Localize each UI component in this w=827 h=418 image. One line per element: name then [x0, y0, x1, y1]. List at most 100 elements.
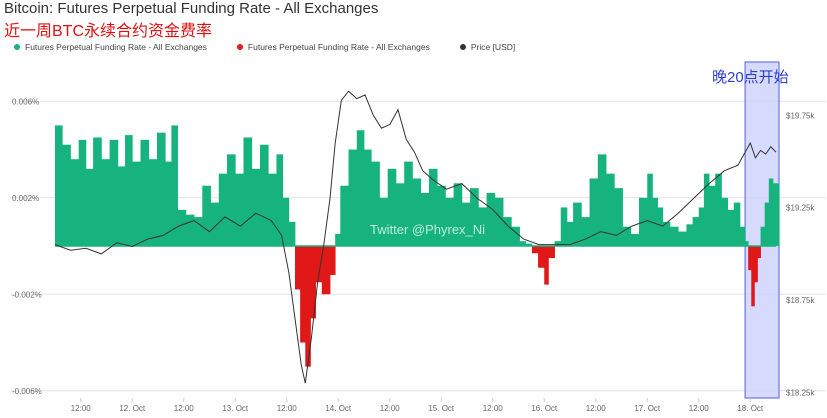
funding-bar-negative	[548, 246, 555, 259]
funding-bar-positive	[554, 241, 562, 247]
y-right-tick-label: $18.75k	[786, 296, 815, 305]
y-right-tick-label: $19.75k	[786, 111, 815, 120]
y-right-tick-label: $19.25k	[786, 204, 815, 213]
funding-bar-positive	[678, 231, 687, 247]
funding-bar-negative	[305, 246, 311, 367]
funding-bar-positive	[210, 202, 220, 247]
funding-bar-negative	[751, 246, 755, 307]
funding-bar-positive	[364, 149, 372, 247]
legend-dot-price	[459, 44, 466, 50]
funding-bar-positive	[288, 221, 296, 247]
x-tick-label: 12:00	[586, 404, 607, 413]
x-tick-label: 12:00	[71, 404, 92, 413]
funding-bar-positive	[428, 168, 438, 247]
funding-bar-positive	[721, 197, 728, 247]
funding-bar-positive	[412, 178, 422, 247]
funding-bar-positive	[62, 144, 71, 247]
funding-bar-positive	[647, 173, 653, 247]
funding-bar-positive	[760, 226, 766, 247]
funding-bar-negative	[300, 246, 306, 343]
funding-bar-positive	[606, 173, 615, 247]
funding-bar-positive	[259, 144, 269, 247]
funding-bar-positive	[171, 125, 178, 247]
funding-bar-negative	[531, 246, 539, 254]
funding-bar-positive	[589, 178, 599, 247]
funding-bar-negative	[294, 246, 301, 290]
funding-bar-positive	[55, 125, 63, 247]
funding-bar-positive	[614, 188, 623, 247]
funding-bar-positive	[503, 217, 512, 247]
funding-bar-positive	[379, 197, 389, 247]
x-tick-label: 17. Oct	[634, 404, 661, 413]
legend-label: Price [USD]	[470, 42, 516, 52]
funding-bar-positive	[581, 217, 590, 247]
funding-bar-positive	[356, 130, 365, 247]
funding-bar-positive	[85, 168, 94, 247]
funding-bar-negative	[321, 246, 331, 295]
funding-bar-positive	[404, 161, 413, 247]
funding-bar-positive	[686, 224, 693, 247]
funding-bar-negative	[538, 246, 545, 268]
legend-item-funding-positive[interactable]: Futures Perpetual Funding Rate - All Exc…	[14, 42, 207, 52]
funding-bar-negative	[748, 246, 752, 271]
funding-bar-positive	[276, 154, 284, 247]
funding-bar-positive	[692, 217, 700, 247]
chart-subtitle: 近一周BTC永续合约资金费率	[4, 23, 213, 40]
funding-bars-group	[55, 125, 780, 367]
chart-title: Bitcoin: Futures Perpetual Funding Rate …	[4, 0, 379, 17]
funding-bar-positive	[194, 217, 203, 247]
funding-bar-positive	[597, 154, 607, 247]
funding-bar-positive	[70, 159, 80, 247]
funding-bar-positive	[525, 243, 533, 247]
funding-bar-positive	[185, 214, 195, 247]
funding-bar-positive	[140, 139, 150, 247]
funding-bar-positive	[764, 202, 770, 247]
y-left-tick-label: -0.006%	[12, 387, 42, 396]
funding-bar-positive	[78, 139, 87, 247]
legend-item-price[interactable]: Price [USD]	[459, 42, 516, 52]
funding-bar-positive	[420, 192, 430, 247]
funding-bar-positive	[93, 137, 102, 247]
funding-bar-positive	[776, 183, 780, 247]
funding-bar-positive	[622, 226, 632, 247]
funding-bar-negative	[757, 246, 761, 259]
funding-bar-positive	[652, 197, 658, 247]
x-tick-label: 12:00	[277, 404, 298, 413]
funding-bar-positive	[109, 139, 119, 247]
funding-bar-positive	[243, 137, 253, 247]
funding-bar-positive	[739, 226, 746, 247]
funding-bar-negative	[315, 246, 323, 283]
funding-bar-positive	[348, 149, 358, 247]
funding-bar-positive	[251, 168, 261, 247]
funding-bar-positive	[733, 202, 741, 247]
funding-bar-positive	[437, 185, 446, 247]
legend-item-funding-negative[interactable]: Futures Perpetual Funding Rate - All Exc…	[236, 42, 430, 52]
funding-bar-positive	[395, 183, 405, 247]
chart-legend: Futures Perpetual Funding Rate - All Exc…	[14, 42, 545, 52]
funding-bar-positive	[148, 159, 158, 247]
funding-bar-positive	[669, 226, 679, 247]
funding-bar-positive	[202, 185, 211, 247]
y-left-tick-label: 0.002%	[12, 194, 39, 203]
x-tick-label: 12:00	[689, 404, 710, 413]
funding-bar-positive	[573, 202, 582, 247]
funding-bar-positive	[486, 192, 496, 247]
funding-bar-positive	[768, 178, 774, 247]
funding-bar-positive	[132, 161, 141, 247]
funding-bar-positive	[117, 166, 126, 247]
funding-bar-positive	[494, 197, 504, 247]
funding-bar-negative	[544, 246, 549, 285]
funding-bar-positive	[218, 173, 228, 247]
y-left-tick-label: -0.002%	[12, 290, 42, 299]
funding-bar-negative	[310, 246, 316, 319]
funding-bar-positive	[745, 241, 749, 247]
funding-bar-positive	[703, 173, 710, 247]
funding-bar-positive	[335, 233, 341, 247]
funding-bar-positive	[709, 185, 716, 247]
funding-bar-positive	[125, 135, 133, 247]
funding-bar-positive	[177, 209, 187, 247]
x-tick-label: 14. Oct	[325, 404, 352, 413]
legend-dot-positive	[14, 44, 20, 50]
y-right-tick-label: $18.25k	[786, 388, 815, 397]
